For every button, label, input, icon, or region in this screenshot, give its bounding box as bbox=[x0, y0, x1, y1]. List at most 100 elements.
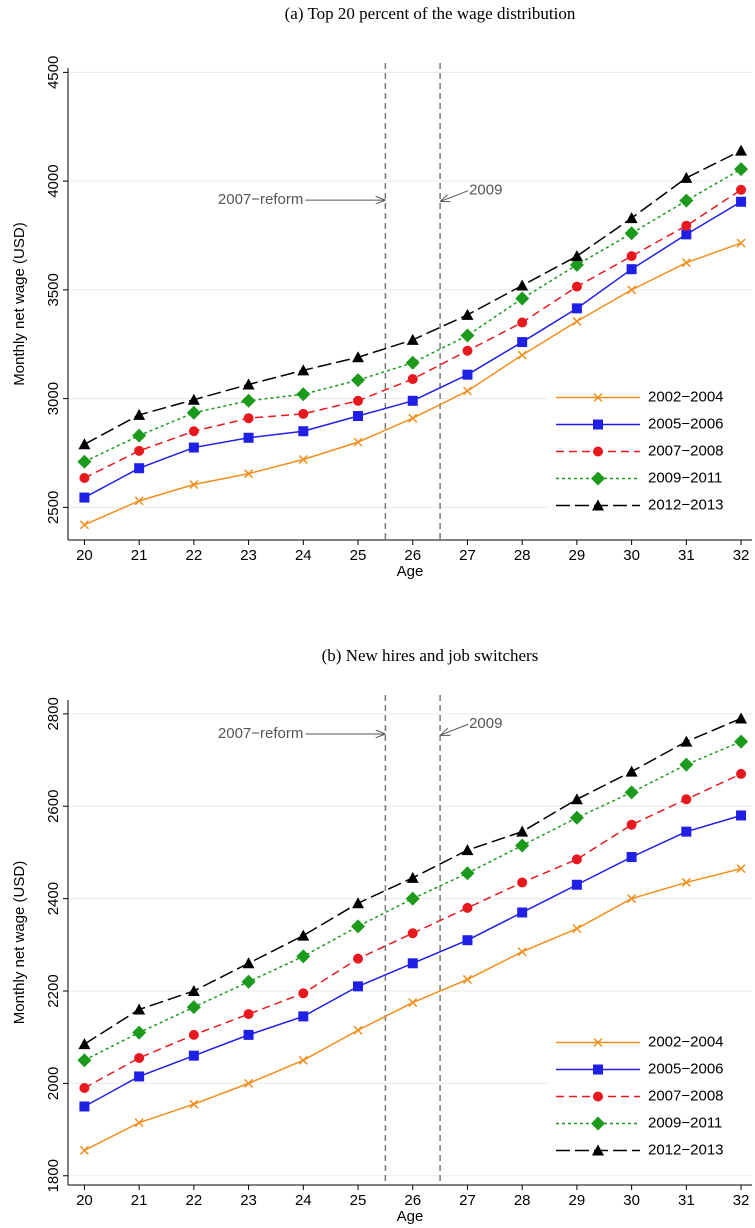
x-tick-label: 28 bbox=[514, 1192, 531, 1209]
marker bbox=[462, 935, 473, 946]
legend-label: 2009−2011 bbox=[648, 1114, 722, 1131]
marker bbox=[680, 735, 693, 747]
x-axis-label: Age bbox=[397, 1208, 424, 1225]
y-tick-label: 2600 bbox=[45, 790, 62, 823]
marker bbox=[188, 1029, 199, 1040]
marker bbox=[134, 496, 144, 506]
marker bbox=[296, 949, 311, 964]
x-tick-label: 25 bbox=[350, 1192, 367, 1209]
marker bbox=[188, 442, 199, 453]
marker bbox=[188, 1050, 199, 1061]
marker bbox=[244, 1078, 254, 1088]
legend-label: 2007−2008 bbox=[648, 1087, 724, 1104]
x-tick-label: 30 bbox=[623, 1192, 640, 1209]
marker bbox=[407, 958, 418, 969]
marker bbox=[189, 1099, 199, 1109]
marker bbox=[133, 1003, 146, 1015]
marker bbox=[569, 810, 584, 825]
marker bbox=[353, 411, 364, 422]
marker bbox=[79, 473, 90, 484]
marker bbox=[134, 1071, 145, 1082]
x-tick-label: 21 bbox=[131, 1192, 148, 1209]
marker bbox=[187, 393, 200, 405]
legend-marker bbox=[593, 1091, 603, 1102]
marker bbox=[133, 408, 146, 420]
marker bbox=[298, 1011, 309, 1022]
y-tick-label: 2400 bbox=[45, 882, 62, 915]
marker bbox=[571, 854, 582, 865]
legend-marker bbox=[593, 446, 603, 457]
marker bbox=[188, 426, 199, 437]
marker bbox=[462, 345, 473, 356]
y-tick-label: 2800 bbox=[45, 697, 62, 730]
x-tick-label: 27 bbox=[459, 547, 476, 564]
y-axis-label: Monthly net wage (USD) bbox=[11, 861, 28, 1024]
annotation: 2007−reform bbox=[218, 725, 303, 742]
marker bbox=[736, 184, 747, 195]
marker bbox=[186, 405, 201, 420]
x-tick-label: 26 bbox=[404, 547, 421, 564]
marker bbox=[572, 924, 582, 934]
marker bbox=[516, 825, 529, 837]
legend-label: 2002−2004 bbox=[648, 388, 724, 405]
marker bbox=[626, 264, 637, 275]
marker bbox=[515, 838, 530, 853]
legend-label: 2009−2011 bbox=[648, 469, 722, 486]
marker bbox=[243, 432, 254, 443]
legend-marker bbox=[591, 1116, 605, 1131]
marker bbox=[736, 864, 746, 874]
marker bbox=[134, 463, 145, 474]
marker bbox=[679, 193, 694, 208]
x-tick-label: 21 bbox=[131, 547, 148, 564]
marker bbox=[78, 1038, 91, 1050]
marker bbox=[353, 437, 363, 447]
marker bbox=[77, 454, 92, 469]
marker bbox=[626, 819, 637, 830]
annotation-arrow bbox=[441, 190, 469, 201]
marker bbox=[515, 291, 530, 306]
marker bbox=[132, 1025, 147, 1040]
marker bbox=[298, 454, 308, 465]
marker bbox=[625, 765, 638, 777]
marker bbox=[736, 238, 746, 248]
marker bbox=[352, 897, 365, 909]
marker bbox=[734, 162, 749, 177]
legend-marker bbox=[592, 1144, 604, 1156]
marker bbox=[298, 988, 309, 999]
marker bbox=[736, 196, 747, 207]
legend-label: 2012−2013 bbox=[648, 1141, 724, 1158]
marker bbox=[517, 907, 528, 918]
x-tick-label: 31 bbox=[678, 1192, 695, 1209]
marker bbox=[77, 1053, 92, 1068]
marker bbox=[241, 393, 256, 408]
marker bbox=[134, 1118, 144, 1128]
legend-marker bbox=[593, 1037, 603, 1048]
marker bbox=[461, 308, 474, 320]
x-tick-label: 20 bbox=[76, 547, 93, 564]
marker bbox=[627, 894, 637, 904]
marker bbox=[405, 891, 420, 906]
marker bbox=[298, 408, 309, 419]
legend-marker bbox=[593, 392, 603, 403]
marker bbox=[407, 395, 418, 406]
x-tick-label: 32 bbox=[733, 1192, 750, 1209]
marker bbox=[406, 871, 419, 883]
marker bbox=[405, 355, 420, 370]
marker bbox=[243, 1029, 254, 1040]
x-tick-label: 29 bbox=[569, 547, 586, 564]
marker bbox=[627, 285, 637, 295]
marker bbox=[569, 257, 584, 272]
marker bbox=[243, 413, 254, 424]
annotation: 2009 bbox=[469, 715, 502, 732]
y-tick-label: 3500 bbox=[45, 273, 62, 306]
x-tick-label: 22 bbox=[186, 547, 203, 564]
marker bbox=[681, 877, 691, 887]
marker bbox=[734, 734, 749, 749]
marker bbox=[189, 480, 199, 490]
marker bbox=[353, 981, 364, 992]
marker bbox=[517, 877, 528, 888]
marker bbox=[297, 929, 310, 941]
marker bbox=[241, 974, 256, 989]
marker bbox=[351, 373, 366, 388]
x-tick-label: 20 bbox=[76, 1192, 93, 1209]
